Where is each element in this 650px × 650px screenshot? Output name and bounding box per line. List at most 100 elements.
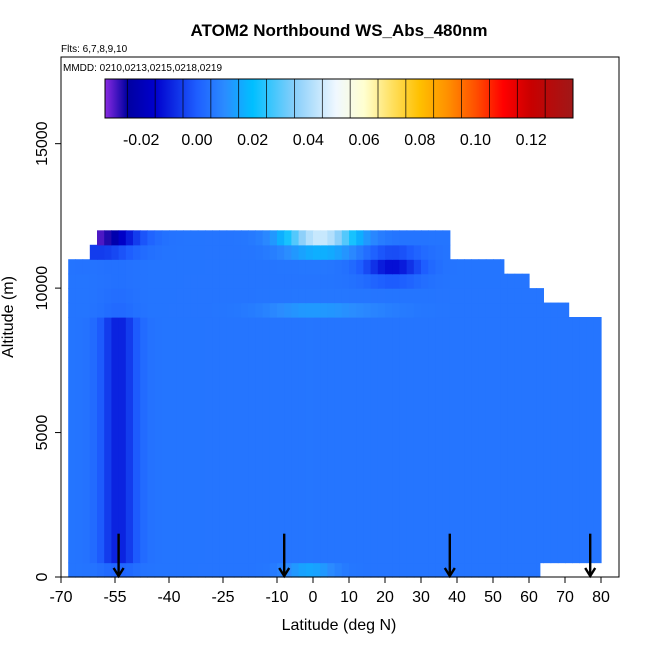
heatmap-cell: [406, 244, 415, 260]
heatmap-cell: [269, 317, 278, 564]
colorbar-tick-label: 0.00: [181, 132, 212, 149]
heatmap-cell: [507, 288, 516, 304]
heatmap-cell: [125, 230, 134, 246]
heatmap-cell: [313, 562, 321, 578]
heatmap-cell: [377, 317, 386, 564]
profile-arrow-head: [443, 567, 456, 579]
heatmap-cell: [233, 302, 242, 318]
heatmap-cell: [392, 288, 400, 304]
colorbar-tick-label: 0.12: [516, 132, 547, 149]
colorbar: -0.02 0.00 0.02 0.04 0.06 0.08 0.10 0.12: [104, 78, 574, 149]
heatmap-cell: [377, 230, 386, 246]
heatmap-cell: [298, 317, 307, 564]
heatmap-cell: [377, 288, 386, 304]
heatmap-cell: [529, 317, 537, 564]
heatmap-cell: [305, 259, 314, 275]
x-tick-label: -25: [211, 589, 234, 606]
heatmap-cell: [140, 317, 148, 564]
heatmap-cell: [485, 273, 494, 289]
heatmap-cell: [89, 259, 98, 275]
heatmap-cell: [377, 562, 386, 578]
heatmap-cell: [75, 288, 84, 304]
heatmap-cell: [154, 273, 163, 289]
heatmap-cell: [586, 317, 595, 564]
heatmap-cell: [385, 259, 393, 275]
heatmap-cell: [176, 259, 184, 275]
heatmap-cell: [421, 273, 429, 289]
heatmap-cell: [248, 259, 256, 275]
heatmap-cell: [529, 288, 537, 304]
heatmap-cell: [190, 288, 199, 304]
heatmap-cell: [212, 259, 220, 275]
colorbar-tick-label: 0.10: [460, 132, 491, 149]
heatmap-cell: [262, 302, 271, 318]
heatmap-cell: [241, 302, 249, 318]
heatmap-cell: [327, 562, 336, 578]
heatmap-cell: [370, 317, 379, 564]
heatmap-cell: [370, 230, 379, 246]
heatmap-cell: [500, 317, 508, 564]
heatmap-cell: [457, 273, 465, 289]
x-tick-label: 30: [412, 589, 430, 606]
heatmap-cell: [356, 244, 364, 260]
heatmap-cell: [277, 259, 285, 275]
heatmap-cell: [212, 302, 220, 318]
heatmap-cell: [97, 288, 105, 304]
heatmap-cell: [471, 317, 480, 564]
heatmap-cell: [514, 273, 523, 289]
heatmap-cell: [111, 302, 120, 318]
heatmap-cell: [471, 259, 480, 275]
heatmap-cell: [125, 302, 134, 318]
heatmap-cell: [147, 244, 156, 260]
heatmap-cell: [349, 273, 357, 289]
heatmap-cell: [363, 317, 372, 564]
heatmap-cell: [421, 317, 429, 564]
heatmap-cell: [356, 562, 364, 578]
heatmap-cell: [197, 259, 206, 275]
heatmap-cell: [363, 230, 372, 246]
y-axis-label: Altitude (m): [0, 276, 17, 358]
heatmap-cell: [428, 230, 436, 246]
x-tick-label: 50: [484, 589, 502, 606]
heatmap-cell: [284, 259, 292, 275]
heatmap-cell: [291, 273, 300, 289]
heatmap-cell: [219, 562, 228, 578]
heatmap-cell: [435, 562, 444, 578]
heatmap-cell: [183, 317, 192, 564]
heatmap-cell: [269, 288, 278, 304]
heatmap-cell: [241, 288, 249, 304]
heatmap-cell: [255, 317, 264, 564]
heatmap-cell: [349, 230, 357, 246]
heatmap-cell: [262, 288, 271, 304]
heatmap-cell: [521, 273, 530, 289]
heatmap-cell: [385, 288, 393, 304]
heatmap-cell: [413, 562, 422, 578]
heatmap-cell: [75, 562, 84, 578]
heatmap-cell: [421, 244, 429, 260]
heatmap-cell: [435, 288, 444, 304]
heatmap-cell: [349, 317, 357, 564]
heatmap-cell: [89, 562, 98, 578]
heatmap-cell: [334, 244, 343, 260]
heatmap-cell: [104, 259, 112, 275]
heatmap-cell: [89, 273, 98, 289]
heatmap-cell: [485, 317, 494, 564]
heatmap-cell: [356, 273, 364, 289]
heatmap-cell: [449, 259, 458, 275]
heatmap-cell: [327, 259, 336, 275]
heatmap-cell: [161, 273, 170, 289]
heatmap-cell: [464, 562, 472, 578]
heatmap-cell: [212, 244, 220, 260]
heatmap-cell: [212, 562, 220, 578]
heatmap-cell: [428, 273, 436, 289]
heatmap-cell: [212, 230, 220, 246]
heatmap-cell: [305, 288, 314, 304]
heatmap-cell: [334, 302, 343, 318]
heatmap-cell: [125, 562, 134, 578]
heatmap-cell: [406, 288, 415, 304]
heatmap-cell: [140, 288, 148, 304]
heatmap-cell: [277, 302, 285, 318]
heatmap-cell: [370, 288, 379, 304]
heatmap-cell: [104, 244, 112, 260]
heatmap-cell: [341, 288, 350, 304]
